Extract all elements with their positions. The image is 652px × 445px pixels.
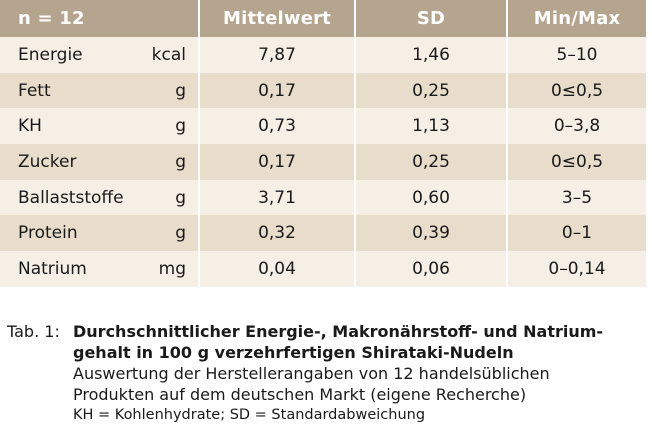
nutrient-name: Energie <box>18 44 83 65</box>
nutrient-unit: g <box>175 151 186 172</box>
row-label-cell: Natrium mg <box>0 251 199 287</box>
nutrient-unit: g <box>175 187 186 208</box>
min-max-value: 5–10 <box>506 37 646 73</box>
sd-value: 1,13 <box>354 108 507 145</box>
min-max-value: 3–5 <box>506 179 646 216</box>
min-max-value: 0–0,14 <box>506 251 646 287</box>
row-label-cell: Zucker g <box>0 144 199 180</box>
table-row: Ballaststoffe g 3,71 0,60 3–5 <box>0 179 646 216</box>
caption-title-line2: gehalt in 100 g verzehrfertigen Shiratak… <box>73 343 514 362</box>
caption-prefix: Tab. 1: <box>7 322 60 341</box>
nutrient-unit: g <box>175 223 186 244</box>
table-caption: Tab. 1: Durchschnittlicher Energie-, Mak… <box>7 321 647 426</box>
min-max-value: 0–3,8 <box>506 108 646 145</box>
header-min-max: Min/Max <box>506 0 646 37</box>
header-sample-size: n = 12 <box>0 0 199 37</box>
table-row: Energie kcal 7,87 1,46 5–10 <box>0 37 646 73</box>
min-max-value: 0≤0,5 <box>506 144 646 180</box>
caption-description-line2: Produkten auf dem deutschen Markt (eigen… <box>73 385 527 404</box>
header-sd: SD <box>354 0 507 37</box>
min-max-value: 0–1 <box>506 215 646 252</box>
sd-value: 0,60 <box>354 179 507 216</box>
mean-value: 0,17 <box>198 72 355 109</box>
mean-value: 7,87 <box>198 37 355 73</box>
header-mean: Mittelwert <box>198 0 355 37</box>
sd-value: 0,06 <box>354 251 507 287</box>
caption-description-line1: Auswertung der Herstellerangaben von 12 … <box>73 364 550 383</box>
mean-value: 0,17 <box>198 144 355 180</box>
table-header-row: n = 12 Mittelwert SD Min/Max <box>0 0 646 37</box>
mean-value: 3,71 <box>198 179 355 216</box>
nutrient-name: Zucker <box>18 151 77 172</box>
nutrient-unit: kcal <box>151 44 186 65</box>
row-label-cell: Protein g <box>0 215 199 252</box>
nutrient-unit: g <box>175 80 186 101</box>
mean-value: 0,32 <box>198 215 355 252</box>
nutrient-name: Natrium <box>18 258 87 279</box>
table-row: Fett g 0,17 0,25 0≤0,5 <box>0 72 646 109</box>
caption-title-line: Tab. 1: Durchschnittlicher Energie-, Mak… <box>7 321 647 342</box>
row-label-cell: Ballaststoffe g <box>0 179 199 216</box>
row-label-cell: Fett g <box>0 72 199 109</box>
sd-value: 1,46 <box>354 37 507 73</box>
sd-value: 0,25 <box>354 72 507 109</box>
nutrient-name: Protein <box>18 223 78 244</box>
sd-value: 0,25 <box>354 144 507 180</box>
table-row: Zucker g 0,17 0,25 0≤0,5 <box>0 144 646 180</box>
caption-abbreviation-note: KH = Kohlenhydrate; SD = Standardabweich… <box>73 407 426 423</box>
row-label-cell: Energie kcal <box>0 37 199 73</box>
row-label-cell: KH g <box>0 108 199 145</box>
table-row: Natrium mg 0,04 0,06 0–0,14 <box>0 251 646 287</box>
sd-value: 0,39 <box>354 215 507 252</box>
nutrient-unit: mg <box>158 258 186 279</box>
nutrient-name: KH <box>18 116 42 137</box>
min-max-value: 0≤0,5 <box>506 72 646 109</box>
mean-value: 0,04 <box>198 251 355 287</box>
table-row: Protein g 0,32 0,39 0–1 <box>0 215 646 252</box>
table-row: KH g 0,73 1,13 0–3,8 <box>0 108 646 145</box>
nutrient-name: Fett <box>18 80 51 101</box>
caption-title-line1: Durchschnittlicher Energie-, Makronährst… <box>73 322 604 341</box>
nutrition-table: n = 12 Mittelwert SD Min/Max Energie kcal… <box>0 0 646 287</box>
nutrient-unit: g <box>175 116 186 137</box>
mean-value: 0,73 <box>198 108 355 145</box>
nutrient-name: Ballaststoffe <box>18 187 124 208</box>
